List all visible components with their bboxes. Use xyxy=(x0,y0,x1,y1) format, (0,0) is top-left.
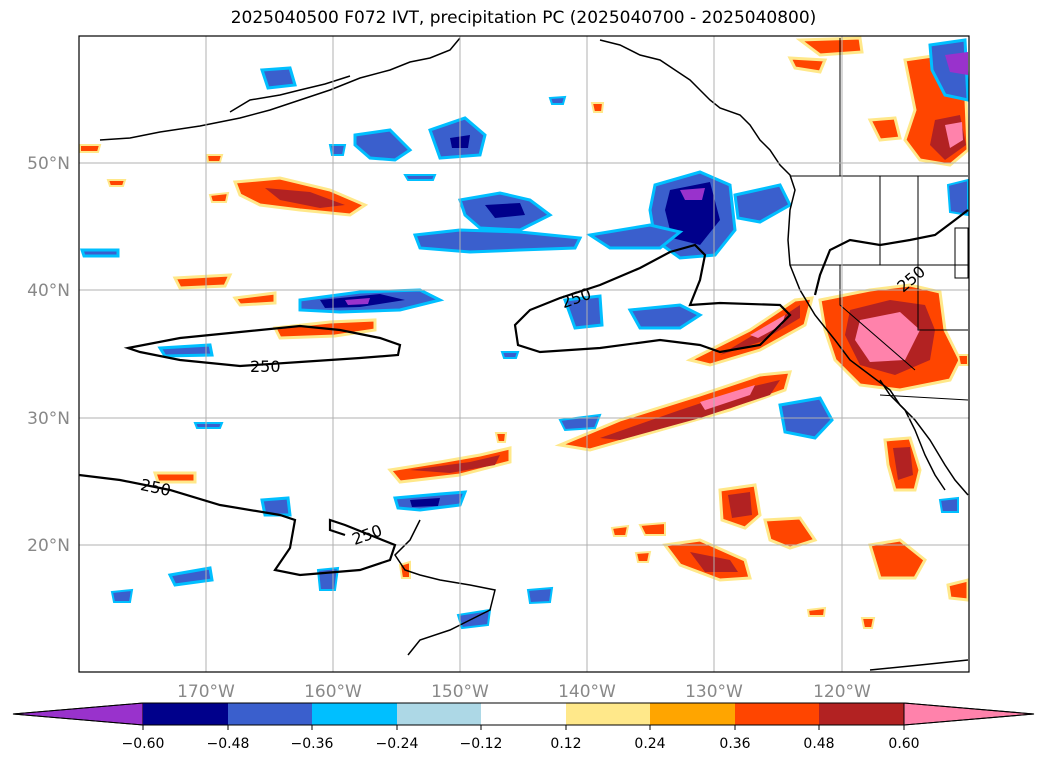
colorbar-segment xyxy=(228,703,312,725)
precip-positive-areas xyxy=(79,36,969,629)
colorbar-tick-label: 0.60 xyxy=(888,736,919,752)
colorbar-tick-label: −0.60 xyxy=(122,736,165,752)
lat-label-30n: 30°N xyxy=(27,409,70,429)
colorbar-tick-label: −0.36 xyxy=(291,736,334,752)
colorbar-segment xyxy=(143,703,228,725)
colorbar-segment xyxy=(566,703,650,725)
map-frame xyxy=(78,35,970,673)
lon-label-160w: 160°W xyxy=(304,682,362,702)
lon-label-130w: 130°W xyxy=(685,682,743,702)
colorbar-segment xyxy=(481,703,566,725)
coastlines xyxy=(99,37,969,671)
political-boundaries xyxy=(790,38,969,401)
colorbar-segment xyxy=(903,702,1035,726)
longitude-labels: 170°W 160°W 150°W 140°W 130°W 120°W xyxy=(177,682,871,702)
map-panel: 250 250 250 250 250 xyxy=(79,36,969,672)
ivt-contours xyxy=(79,209,969,577)
lon-label-120w: 120°W xyxy=(813,682,871,702)
latitude-labels: 50°N 40°N 30°N 20°N xyxy=(27,154,70,556)
colorbar-tick-label: −0.48 xyxy=(207,736,250,752)
colorbar-tick-label: 0.24 xyxy=(634,736,665,752)
graticule xyxy=(79,36,969,672)
colorbar-tick-label: −0.12 xyxy=(460,736,503,752)
colorbar-segment xyxy=(312,703,397,725)
lat-label-50n: 50°N xyxy=(27,154,70,174)
lat-label-40n: 40°N xyxy=(27,281,70,301)
contour-label-250: 250 xyxy=(250,357,281,376)
lon-label-170w: 170°W xyxy=(177,682,235,702)
colorbar-segment xyxy=(819,703,904,725)
colorbar-segment xyxy=(397,703,481,725)
lat-label-20n: 20°N xyxy=(27,536,70,556)
colorbar-segment xyxy=(12,702,144,726)
colorbar-segment xyxy=(735,703,819,725)
colorbar-segment xyxy=(650,703,735,725)
colorbar-tick-label: 0.48 xyxy=(803,736,834,752)
lon-label-150w: 150°W xyxy=(431,682,489,702)
colorbar-tick-label: 0.12 xyxy=(550,736,581,752)
lon-label-140w: 140°W xyxy=(558,682,616,702)
colorbar-tick-label: 0.36 xyxy=(719,736,750,752)
map-title: 2025040500 F072 IVT, precipitation PC (2… xyxy=(230,8,817,28)
colorbar: −0.60 −0.48 −0.36 −0.24 −0.12 0.12 0.24 … xyxy=(12,702,1035,752)
colorbar-tick-label: −0.24 xyxy=(376,736,419,752)
colorbar-ticks xyxy=(142,725,905,730)
